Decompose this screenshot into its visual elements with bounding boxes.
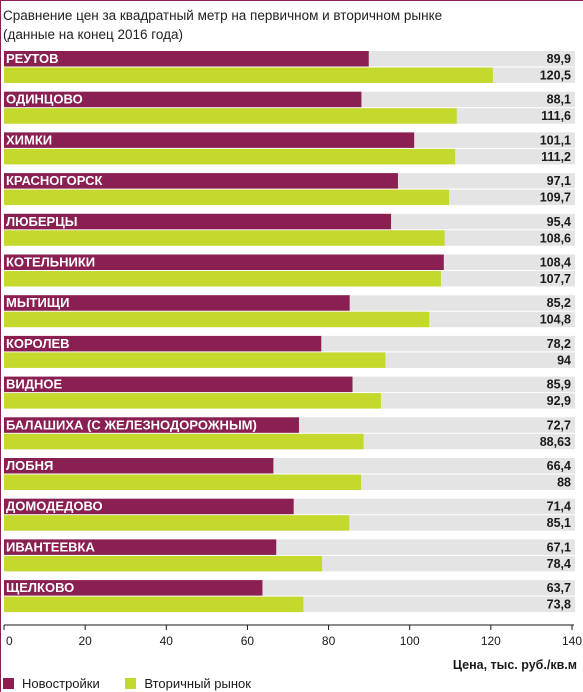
bar-secondary bbox=[4, 596, 304, 613]
category-label: ЛЮБЕРЦЫ bbox=[6, 214, 77, 229]
data-label: 101,1 bbox=[540, 133, 571, 147]
bar-secondary bbox=[4, 230, 445, 246]
x-tick-label: 80 bbox=[322, 634, 336, 648]
legend-swatch-secondary bbox=[125, 678, 137, 689]
bar-secondary bbox=[4, 433, 364, 450]
category-label: ВИДНОЕ bbox=[6, 377, 62, 392]
data-label: 92,9 bbox=[547, 394, 571, 408]
bar-secondary bbox=[4, 393, 381, 409]
legend-label-secondary: Вторичный рынок bbox=[144, 676, 251, 691]
legend-item-primary: Новостройки bbox=[3, 676, 100, 691]
bar-primary bbox=[4, 295, 350, 311]
data-label: 85,2 bbox=[547, 296, 571, 310]
category-label: ДОМОДЕДОВО bbox=[6, 499, 103, 514]
legend: Новостройки Вторичный рынок bbox=[3, 676, 273, 692]
bar-primary bbox=[4, 335, 322, 352]
x-tick-label: 140 bbox=[562, 634, 582, 648]
legend-swatch-primary bbox=[3, 678, 14, 689]
category-label: КОРОЛЕВ bbox=[6, 336, 70, 351]
data-label: 97,1 bbox=[547, 174, 571, 188]
frame-left-border bbox=[0, 0, 1, 692]
category-label: ЛОБНЯ bbox=[6, 458, 53, 473]
legend-item-secondary: Вторичный рынок bbox=[125, 676, 251, 691]
data-label: 85,9 bbox=[547, 378, 571, 392]
bar-primary bbox=[4, 254, 444, 270]
x-tick-label: 0 bbox=[6, 634, 13, 648]
bar-secondary bbox=[4, 148, 456, 165]
data-label: 71,4 bbox=[547, 500, 571, 514]
data-label: 88 bbox=[557, 476, 571, 490]
bar-primary bbox=[4, 173, 398, 189]
data-label: 78,4 bbox=[547, 557, 571, 571]
x-tick-label: 20 bbox=[78, 634, 92, 648]
x-tick-label: 100 bbox=[400, 634, 420, 648]
bar-secondary bbox=[4, 189, 450, 206]
legend-label-primary: Новостройки bbox=[22, 676, 100, 691]
x-axis-label: Цена, тыс. руб./кв.м bbox=[452, 658, 577, 672]
data-label: 73,8 bbox=[547, 598, 571, 612]
data-label: 85,1 bbox=[547, 516, 571, 530]
bar-primary bbox=[4, 51, 369, 67]
bar-secondary bbox=[4, 515, 350, 531]
data-label: 72,7 bbox=[547, 418, 571, 432]
category-label: МЫТИЩИ bbox=[6, 295, 69, 310]
category-label: РЕУТОВ bbox=[6, 51, 59, 66]
data-label: 120,5 bbox=[540, 69, 571, 83]
bar-primary bbox=[4, 91, 362, 108]
bar-primary bbox=[4, 417, 299, 433]
category-label: ЩЕЛКОВО bbox=[6, 580, 74, 595]
chart-title: Сравнение цен за квадратный метр на перв… bbox=[3, 8, 443, 42]
data-label: 88,1 bbox=[547, 93, 571, 107]
data-label: 104,8 bbox=[540, 313, 571, 327]
bar-primary bbox=[4, 458, 274, 474]
bar-secondary bbox=[4, 474, 362, 490]
data-label: 107,7 bbox=[540, 272, 571, 286]
x-tick-label: 120 bbox=[481, 634, 501, 648]
bar-primary bbox=[4, 376, 353, 393]
category-label: ИВАНТЕЕВКА bbox=[6, 539, 95, 554]
bar-secondary bbox=[4, 271, 441, 287]
data-label: 108,6 bbox=[540, 231, 571, 245]
category-label: ОДИНЦОВО bbox=[6, 92, 83, 107]
data-label: 109,7 bbox=[540, 191, 571, 205]
bar-primary bbox=[4, 498, 294, 515]
bar-secondary bbox=[4, 311, 430, 328]
bar-secondary bbox=[4, 352, 386, 368]
data-label: 111,2 bbox=[541, 150, 571, 164]
data-label: 67,1 bbox=[547, 540, 571, 554]
bar-primary bbox=[4, 580, 263, 596]
x-tick-label: 40 bbox=[160, 634, 174, 648]
category-label: БАЛАШИХА (С ЖЕЛЕЗНОДОРОЖНЫМ) bbox=[6, 417, 257, 432]
data-label: 66,4 bbox=[547, 459, 571, 473]
data-label: 95,4 bbox=[547, 215, 571, 229]
data-label: 88,63 bbox=[540, 435, 571, 449]
category-label: ХИМКИ bbox=[6, 132, 52, 147]
data-label: 78,2 bbox=[547, 337, 571, 351]
bar-secondary bbox=[4, 555, 323, 572]
data-label: 89,9 bbox=[547, 52, 571, 66]
category-label: КРАСНОГОРСК bbox=[6, 173, 102, 188]
x-tick-label: 60 bbox=[241, 634, 255, 648]
data-label: 94 bbox=[557, 353, 571, 367]
bar-secondary bbox=[4, 108, 457, 124]
data-label: 108,4 bbox=[540, 256, 571, 270]
data-label: 111,6 bbox=[541, 109, 571, 123]
bar-primary bbox=[4, 132, 415, 148]
bar-primary bbox=[4, 539, 277, 555]
data-label: 63,7 bbox=[547, 581, 571, 595]
frame-top-border bbox=[0, 0, 583, 1]
category-label: КОТЕЛЬНИКИ bbox=[6, 255, 95, 270]
bar-primary bbox=[4, 213, 392, 230]
bar-secondary bbox=[4, 67, 493, 83]
